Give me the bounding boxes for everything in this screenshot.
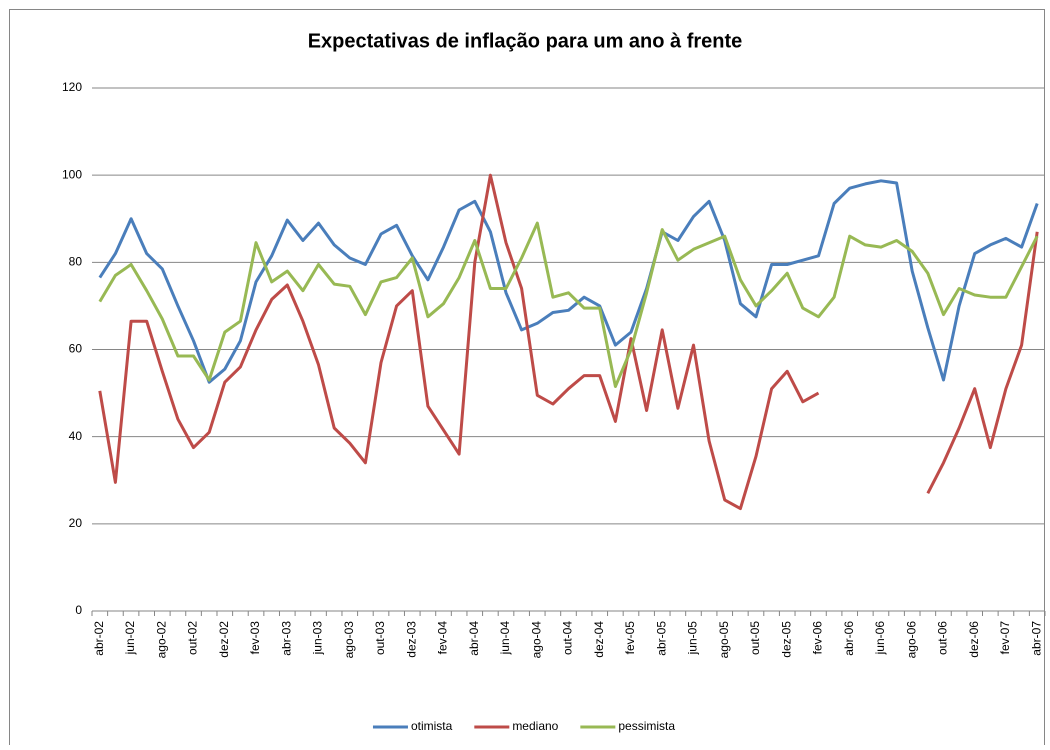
x-tick-label: jun-03 (311, 621, 325, 656)
x-tick-label: abr-05 (654, 621, 668, 656)
chart-title: Expectativas de inflação para um ano à f… (308, 30, 743, 52)
x-tick-label: ago-06 (904, 621, 918, 659)
legend-label: mediano (512, 719, 558, 733)
x-tick-label: abr-02 (92, 621, 106, 656)
x-tick-label: out-02 (186, 621, 200, 655)
x-tick-label: fev-04 (436, 621, 450, 655)
x-tick-label: dez-05 (779, 621, 793, 658)
chart-frame (9, 9, 1045, 750)
x-tick-label: abr-03 (279, 621, 293, 656)
y-tick-label: 120 (62, 80, 82, 94)
x-tick-label: out-05 (748, 621, 762, 655)
x-tick-label: dez-04 (592, 621, 606, 658)
y-tick-label: 0 (75, 603, 82, 617)
legend-label: pessimista (618, 719, 675, 733)
x-tick-label: ago-02 (154, 621, 168, 659)
legend-label: otimista (411, 719, 453, 733)
y-tick-label: 100 (62, 167, 82, 181)
x-tick-label: dez-06 (967, 621, 981, 658)
x-tick-label: ago-04 (529, 621, 543, 659)
series-line (98, 173, 1039, 511)
x-tick-label: ago-03 (342, 621, 356, 659)
x-tick-label: fev-05 (623, 621, 637, 655)
x-tick-label: out-06 (936, 621, 950, 655)
x-tick-label: jun-04 (498, 621, 512, 656)
x-tick-label: abr-04 (467, 621, 481, 656)
y-tick-label: 40 (69, 429, 83, 443)
x-tick-label: fev-03 (248, 621, 262, 655)
x-tick-label: fev-06 (811, 621, 825, 655)
x-tick-label: out-03 (373, 621, 387, 655)
x-tick-label: fev-07 (998, 621, 1012, 655)
x-tick-label: jun-02 (123, 621, 137, 656)
x-tick-label: jun-06 (873, 621, 887, 656)
x-tick-label: ago-05 (717, 621, 731, 659)
series-line (98, 221, 1039, 388)
x-tick-label: jun-05 (686, 621, 700, 656)
x-tick-label: dez-03 (404, 621, 418, 658)
y-tick-label: 80 (69, 255, 83, 269)
x-tick-label: out-04 (561, 621, 575, 655)
x-tick-label: dez-02 (217, 621, 231, 658)
series-line (98, 179, 1039, 384)
y-tick-label: 60 (69, 342, 83, 356)
x-tick-label: abr-07 (1029, 621, 1043, 656)
y-tick-label: 20 (69, 516, 83, 530)
x-tick-label: abr-06 (842, 621, 856, 656)
